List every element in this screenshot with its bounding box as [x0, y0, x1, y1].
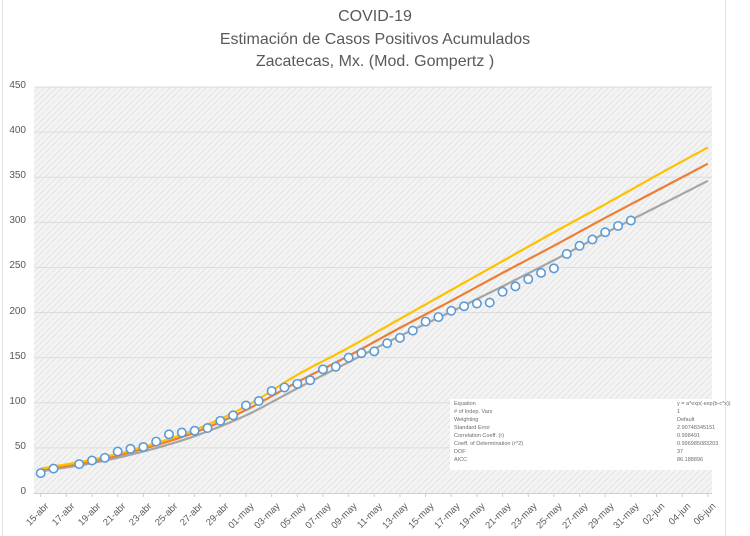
data-point-marker [420, 316, 431, 327]
y-tick-label: 150 [9, 350, 26, 362]
chart-border-right [725, 0, 726, 536]
y-tick-label: 100 [9, 395, 26, 407]
data-point-marker [587, 234, 598, 245]
data-point-marker [112, 446, 123, 457]
data-point-marker [176, 427, 187, 438]
chart-subtitle-2: Zacatecas, Mx. (Mod. Gompertz ) [255, 53, 495, 70]
data-point-marker [330, 361, 341, 372]
data-point-marker [497, 286, 508, 297]
data-point-marker [317, 364, 328, 375]
data-point-marker [266, 386, 277, 397]
data-point-marker [382, 338, 393, 349]
data-point-marker [574, 240, 585, 251]
data-point-marker [343, 352, 354, 363]
regression-stats-table: Equation y = a*exp(-exp(b-c*x)) # of Inde… [450, 399, 731, 470]
y-tick-label: 350 [9, 170, 26, 182]
data-point-marker [369, 346, 380, 357]
y-tick-label: 250 [9, 260, 26, 272]
y-tick-label: 50 [14, 440, 26, 452]
chart-title: COVID-19 [338, 8, 412, 25]
y-tick-label: 0 [20, 486, 26, 497]
data-point-marker [394, 332, 405, 343]
stats-row-correlation: Correlation Coeff. (r) 0.998491 [454, 433, 700, 439]
data-point-marker [625, 215, 636, 226]
data-point-marker [536, 267, 547, 278]
data-point-marker [305, 375, 316, 386]
stats-row-aicc: AICC 86.188896 [454, 457, 703, 463]
y-tick-label: 450 [9, 80, 26, 91]
data-point-marker [35, 468, 46, 479]
data-point-marker [253, 395, 264, 406]
data-point-marker [215, 415, 226, 426]
stats-row-indep-vars: # of Indep. Vars 1 [454, 409, 681, 415]
data-point-marker [523, 274, 534, 285]
data-point-marker [48, 463, 59, 474]
data-point-marker [561, 248, 572, 259]
gridlines [34, 86, 712, 449]
observed-points [35, 215, 636, 479]
data-point-marker [279, 382, 290, 393]
stats-row-equation: Equation y = a*exp(-exp(b-c*x)) [454, 401, 731, 407]
data-point-marker [446, 305, 457, 316]
data-point-marker [74, 459, 85, 470]
y-tick-label: 200 [9, 305, 26, 317]
data-point-marker [407, 325, 418, 336]
data-point-marker [471, 298, 482, 309]
data-point-marker [292, 378, 303, 389]
y-tick-label: 400 [9, 125, 26, 137]
data-point-marker [510, 281, 521, 292]
x-axis [34, 493, 712, 497]
y-tick-label: 300 [9, 215, 26, 227]
stats-row-dof: DOF 37 [454, 449, 684, 455]
data-point-marker [613, 220, 624, 231]
data-point-marker [356, 348, 367, 359]
stats-row-determination: Coeff. of Determination (r^2) 0.996985083… [454, 441, 719, 447]
data-point-marker [484, 297, 495, 308]
data-point-marker [228, 410, 239, 421]
data-point-marker [240, 400, 251, 411]
stats-row-standard-error: Standard Error 2.90748345151 [454, 425, 716, 431]
data-point-marker [600, 227, 611, 238]
chart-subtitle-1: Estimación de Casos Positivos Acumulados [219, 31, 531, 48]
chart-border-left [2, 0, 3, 536]
data-point-marker [87, 455, 98, 466]
data-point-marker [433, 312, 444, 323]
data-point-marker [125, 443, 136, 454]
data-point-marker [459, 301, 470, 312]
stats-row-weighting: Weighting Default [454, 417, 695, 423]
data-point-marker [99, 452, 110, 463]
data-point-marker [189, 425, 200, 436]
data-point-marker [151, 436, 162, 447]
data-point-marker [548, 263, 559, 274]
data-point-marker [138, 441, 149, 452]
data-point-marker [164, 429, 175, 440]
data-point-marker [202, 423, 213, 434]
